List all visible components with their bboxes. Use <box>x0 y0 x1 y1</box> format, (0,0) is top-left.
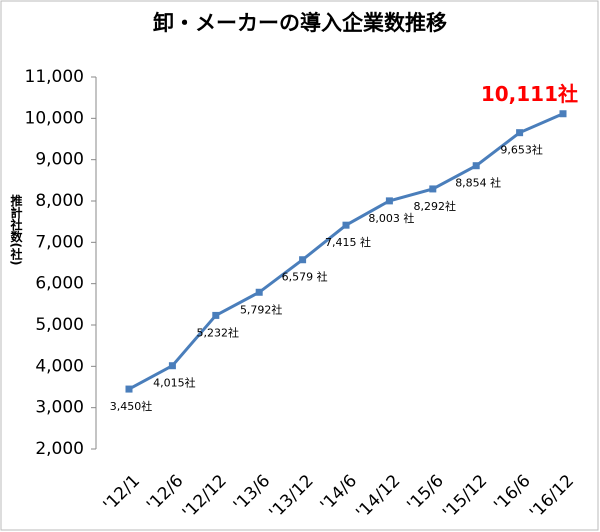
y-axis-label: 推計社数(社) <box>9 193 23 265</box>
marker <box>255 288 263 296</box>
value-label: 9,653社 <box>500 143 543 157</box>
y-tick-label: 4,000 <box>35 356 84 376</box>
marker <box>168 362 176 370</box>
y-tick-label: 5,000 <box>35 315 84 335</box>
value-label: 7,415 社 <box>325 235 371 249</box>
value-label: 3,450社 <box>110 399 153 413</box>
marker <box>559 110 567 118</box>
y-tick-label: 10,000 <box>25 108 84 128</box>
y-tick-label: 7,000 <box>35 232 84 252</box>
y-tick-label: 2,000 <box>35 439 84 459</box>
marker <box>385 197 393 205</box>
marker <box>299 256 307 264</box>
value-label: 8,854 社 <box>455 176 501 190</box>
y-tick-label: 6,000 <box>35 274 84 294</box>
marker <box>472 162 480 170</box>
y-tick-label: 3,000 <box>35 398 84 418</box>
y-tick-label: 9,000 <box>35 150 84 170</box>
marker <box>342 221 350 229</box>
value-label: 6,579 社 <box>282 270 328 284</box>
value-label: 5,792社 <box>240 302 283 316</box>
value-label: 8,292社 <box>414 199 457 213</box>
value-label: 10,111社 <box>481 82 578 106</box>
marker <box>516 129 524 137</box>
chart-title: 卸・メーカーの導入企業数推移 <box>153 11 447 35</box>
marker <box>212 311 220 319</box>
value-label: 4,015社 <box>153 376 196 390</box>
value-label: 8,003 社 <box>368 211 414 225</box>
marker <box>429 185 437 193</box>
y-tick-label: 11,000 <box>25 67 84 87</box>
marker <box>125 385 133 393</box>
value-label: 5,232社 <box>197 325 240 339</box>
y-tick-label: 8,000 <box>35 191 84 211</box>
